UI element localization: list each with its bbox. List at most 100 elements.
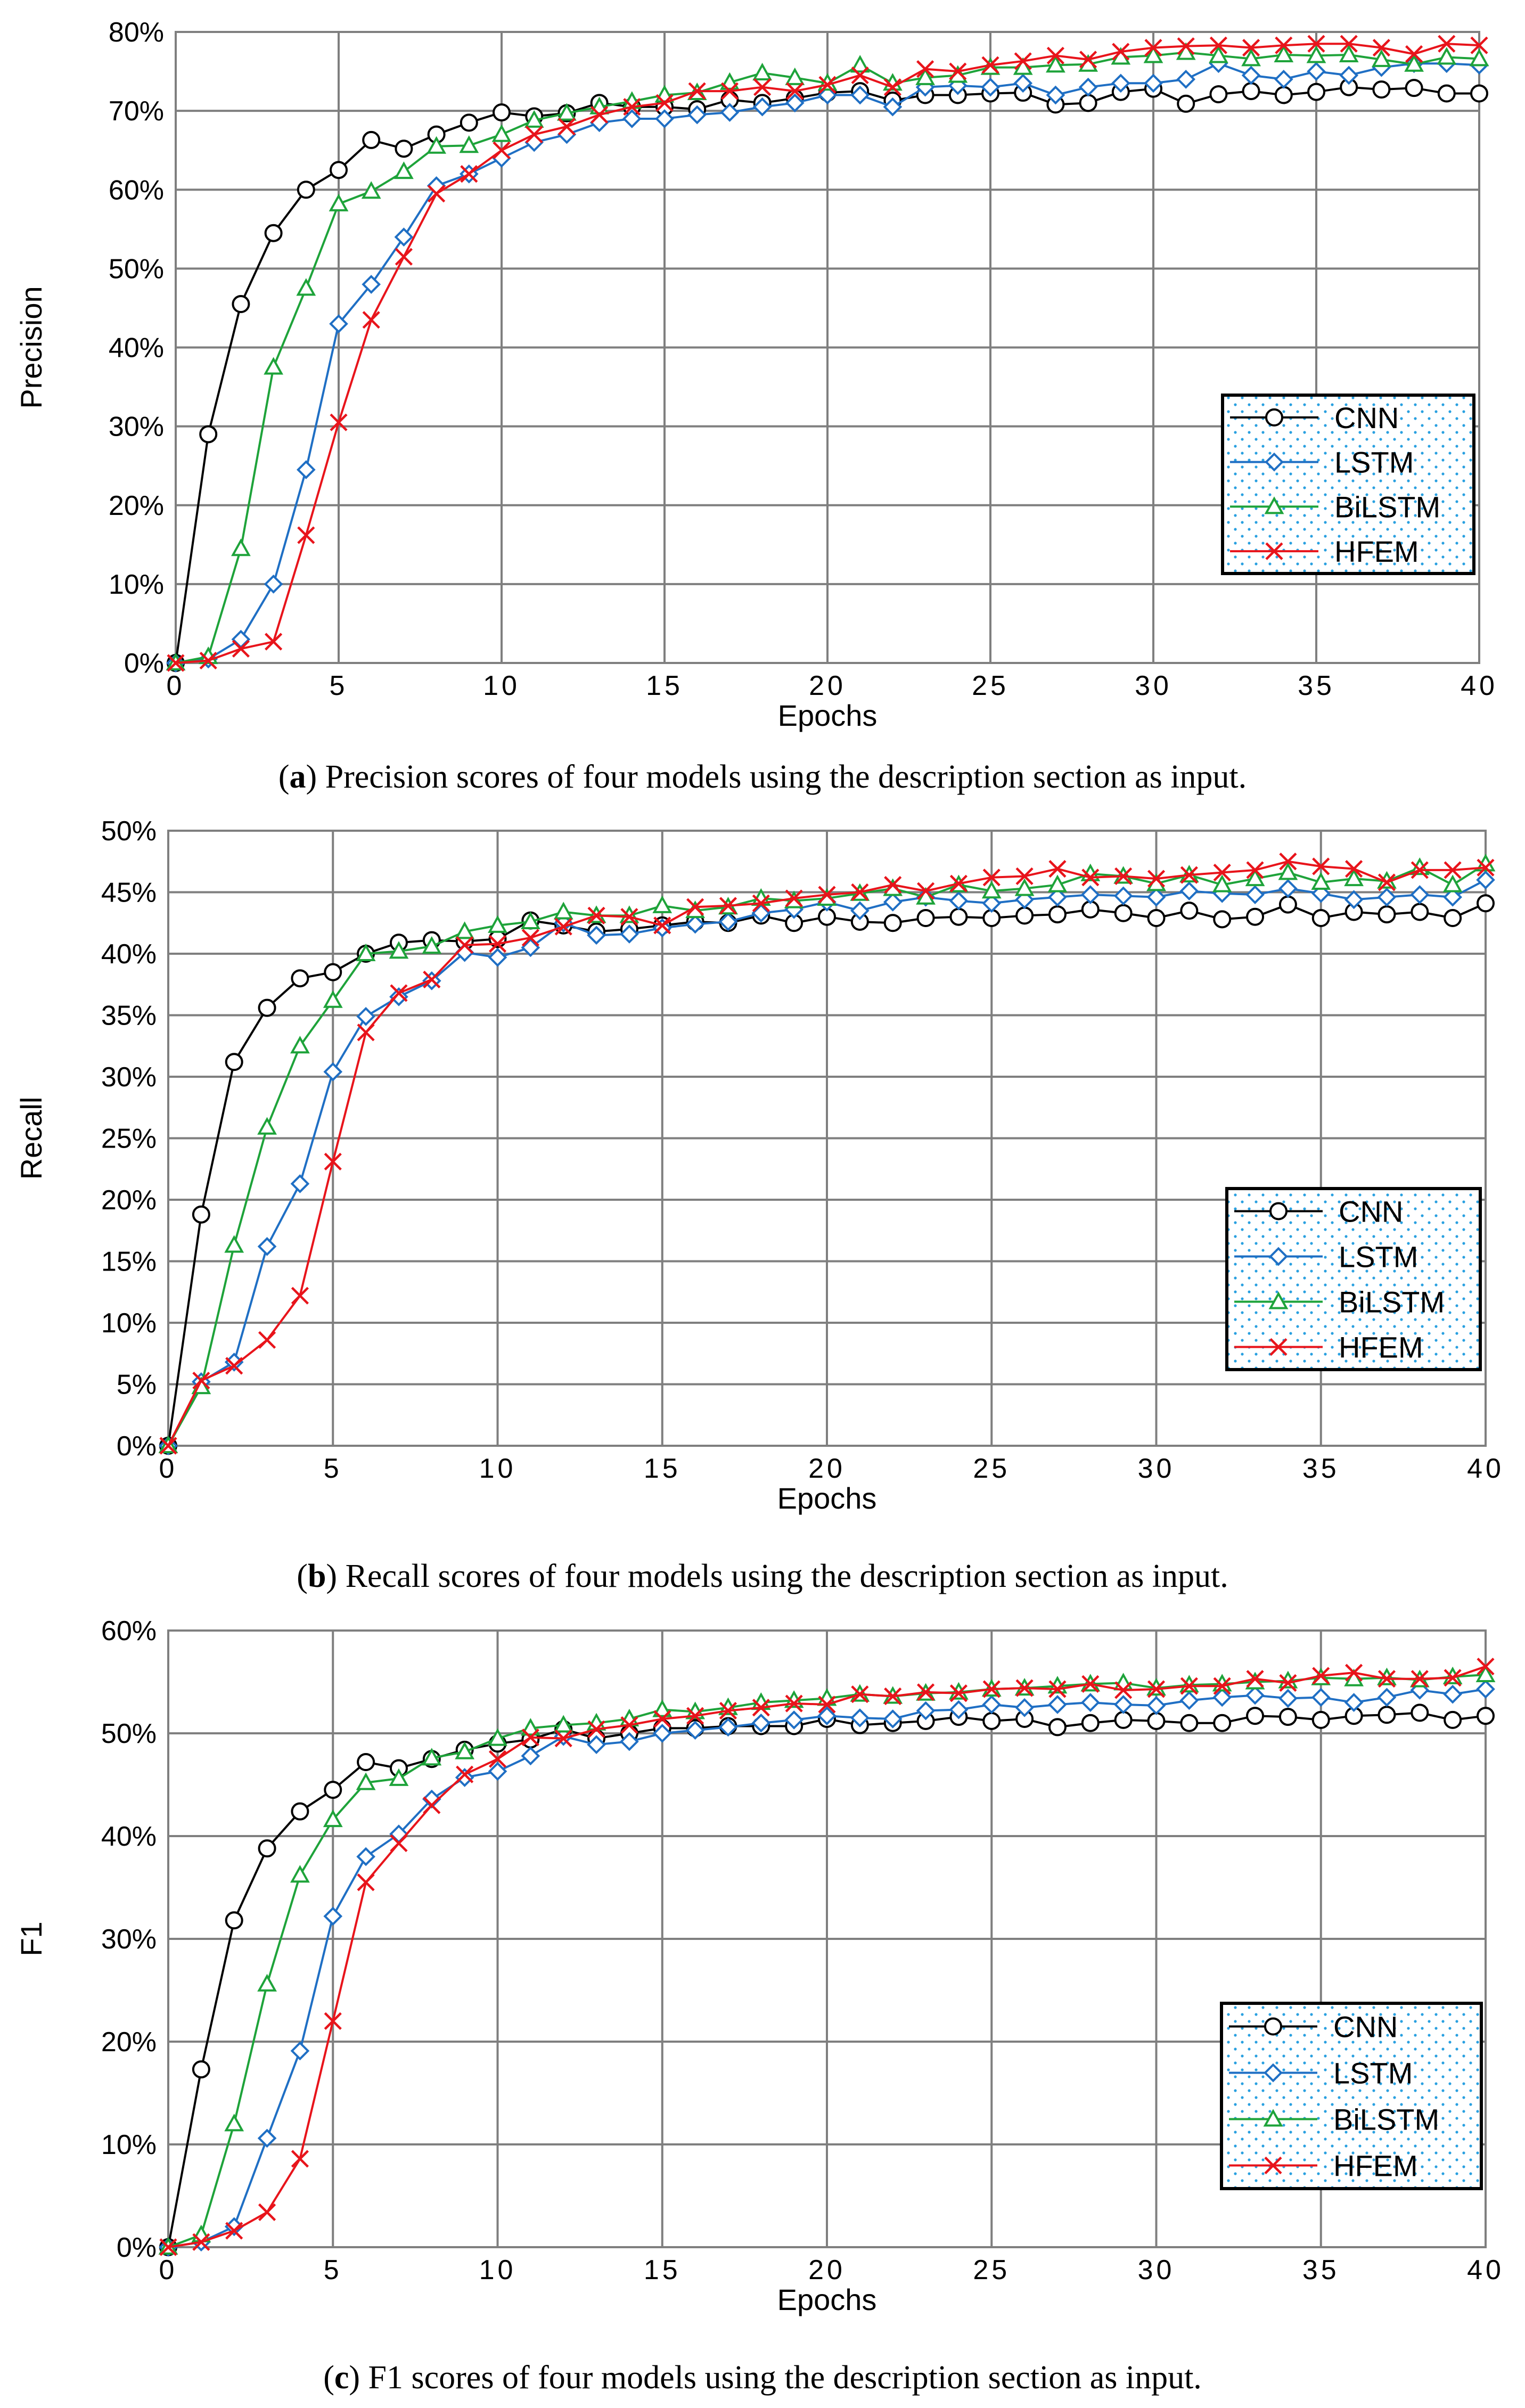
data-point-bilstm [296, 278, 316, 296]
y-tick-label: 50% [109, 253, 164, 284]
data-point-hfem [719, 897, 737, 915]
data-point-hfem [785, 889, 803, 907]
data-point-hfem [1048, 1680, 1067, 1698]
y-tick-label: 45% [101, 878, 157, 908]
data-point-lstm [1146, 887, 1166, 907]
data-point-bilstm [264, 357, 283, 375]
data-point-bilstm [491, 124, 512, 142]
data-point-lstm [685, 1721, 705, 1740]
data-point-hfem [587, 906, 605, 924]
data-point-bilstm [1241, 48, 1261, 67]
data-point-hfem [159, 1437, 177, 1455]
data-point-hfem [1372, 39, 1390, 57]
recall-chart-panel: 0 5 10 15 20 25 30 35 40 0% 5% 10% 15% 20% 25% 30% 35% 40… [0, 804, 1525, 1555]
recall-chart: 0 5 10 15 20 25 30 35 40 0% 5% 10% 15% 20% 25% 30% 35% 40… [14, 816, 1504, 1515]
data-point-hfem [1340, 35, 1358, 53]
data-point-hfem [1209, 36, 1227, 54]
data-point-hfem [192, 2233, 210, 2251]
series-hfem [159, 853, 1495, 1455]
legend-entry-cnn: CNN [1234, 1195, 1403, 1228]
data-point-hfem [916, 1683, 935, 1701]
data-point-bilstm [323, 990, 343, 1008]
legend-marker-hfem [1269, 1338, 1288, 1356]
data-point-lstm [488, 1762, 507, 1781]
data-point-cnn [225, 1053, 243, 1071]
series-hfem [167, 35, 1488, 672]
data-point-hfem [719, 1701, 737, 1720]
x-tick-label: 0 [167, 670, 185, 701]
data-point-cnn [395, 140, 413, 158]
data-point-lstm [883, 1709, 903, 1729]
data-point-hfem [1081, 1675, 1100, 1693]
data-point-lstm [818, 85, 837, 105]
x-tick-label: 20 [809, 670, 846, 701]
data-point-cnn [1242, 82, 1260, 101]
data-point-bilstm [752, 62, 772, 81]
data-point-hfem [686, 898, 704, 916]
legend-marker-lstm [1264, 2063, 1283, 2083]
data-point-lstm [850, 1708, 870, 1727]
data-point-hfem [1114, 867, 1133, 886]
x-tick-label: 5 [324, 1453, 342, 1484]
x-tick-label: 15 [646, 670, 683, 701]
data-point-hfem [884, 876, 902, 894]
data-point-hfem [982, 869, 1001, 887]
data-point-hfem [423, 1796, 441, 1814]
y-tick-label: 40% [101, 939, 157, 970]
y-tick-label: 30% [101, 1062, 157, 1093]
data-point-bilstm [1306, 45, 1326, 63]
data-point-cnn [1444, 909, 1462, 928]
data-point-hfem [1411, 1670, 1429, 1688]
y-tick-label: 10% [109, 569, 164, 600]
x-tick-label: 30 [1135, 670, 1172, 701]
legend-label: HFEM [1334, 535, 1419, 568]
data-point-cnn [1147, 1711, 1166, 1730]
data-point-bilstm [224, 1235, 244, 1253]
data-point-hfem [324, 2012, 342, 2030]
data-point-cnn [1081, 1714, 1100, 1732]
data-point-cnn [1311, 909, 1330, 928]
data-point-lstm [785, 93, 805, 113]
legend-label: LSTM [1334, 446, 1414, 479]
plot-frame [167, 1629, 1487, 2248]
data-point-cnn [1048, 905, 1067, 924]
x-tick-label: 0 [159, 2255, 178, 2286]
data-point-lstm [1410, 885, 1430, 904]
x-tick-label: 15 [644, 1453, 681, 1484]
data-point-bilstm [850, 55, 870, 73]
data-point-lstm [1144, 73, 1163, 93]
legend-entry-lstm: LSTM [1229, 2057, 1413, 2090]
data-point-cnn [1246, 1707, 1265, 1725]
data-point-lstm [982, 1695, 1002, 1714]
legend-entry-lstm: LSTM [1230, 446, 1414, 479]
data-point-hfem [1015, 867, 1034, 886]
data-point-bilstm [422, 936, 442, 954]
data-point-hfem [786, 82, 804, 100]
data-point-bilstm [422, 1748, 442, 1766]
data-point-hfem [167, 654, 185, 672]
x-tick-label: 40 [1467, 1453, 1504, 1484]
legend-marker-lstm [1265, 452, 1284, 472]
legend-entry-bilstm: BiLSTM [1230, 490, 1440, 523]
caption-letter: b [307, 1558, 326, 1594]
y-tick-label: 50% [101, 816, 157, 847]
data-point-hfem [330, 413, 348, 431]
y-tick-label: 60% [109, 175, 164, 206]
data-point-hfem [1312, 1667, 1330, 1685]
data-point-lstm [916, 1701, 936, 1721]
data-point-cnn [264, 224, 283, 242]
y-tick-label: 15% [101, 1247, 157, 1277]
data-point-hfem [1312, 857, 1330, 875]
data-point-hfem [1405, 45, 1423, 63]
x-tick-label: 25 [973, 2255, 1010, 2286]
data-point-hfem [620, 908, 638, 926]
data-point-hfem [521, 1729, 539, 1747]
data-point-lstm [1111, 73, 1130, 93]
f1-chart-panel: 0 5 10 15 20 25 30 35 40 0% 10% 20% 30% 40% 50% 60% Epoc… [0, 1603, 1525, 2359]
data-point-cnn [460, 113, 478, 132]
x-tick-label: 35 [1302, 2255, 1340, 2286]
data-point-hfem [1213, 863, 1231, 882]
data-point-bilstm [356, 943, 376, 961]
data-point-hfem [192, 1371, 210, 1390]
data-point-bilstm [524, 110, 544, 128]
